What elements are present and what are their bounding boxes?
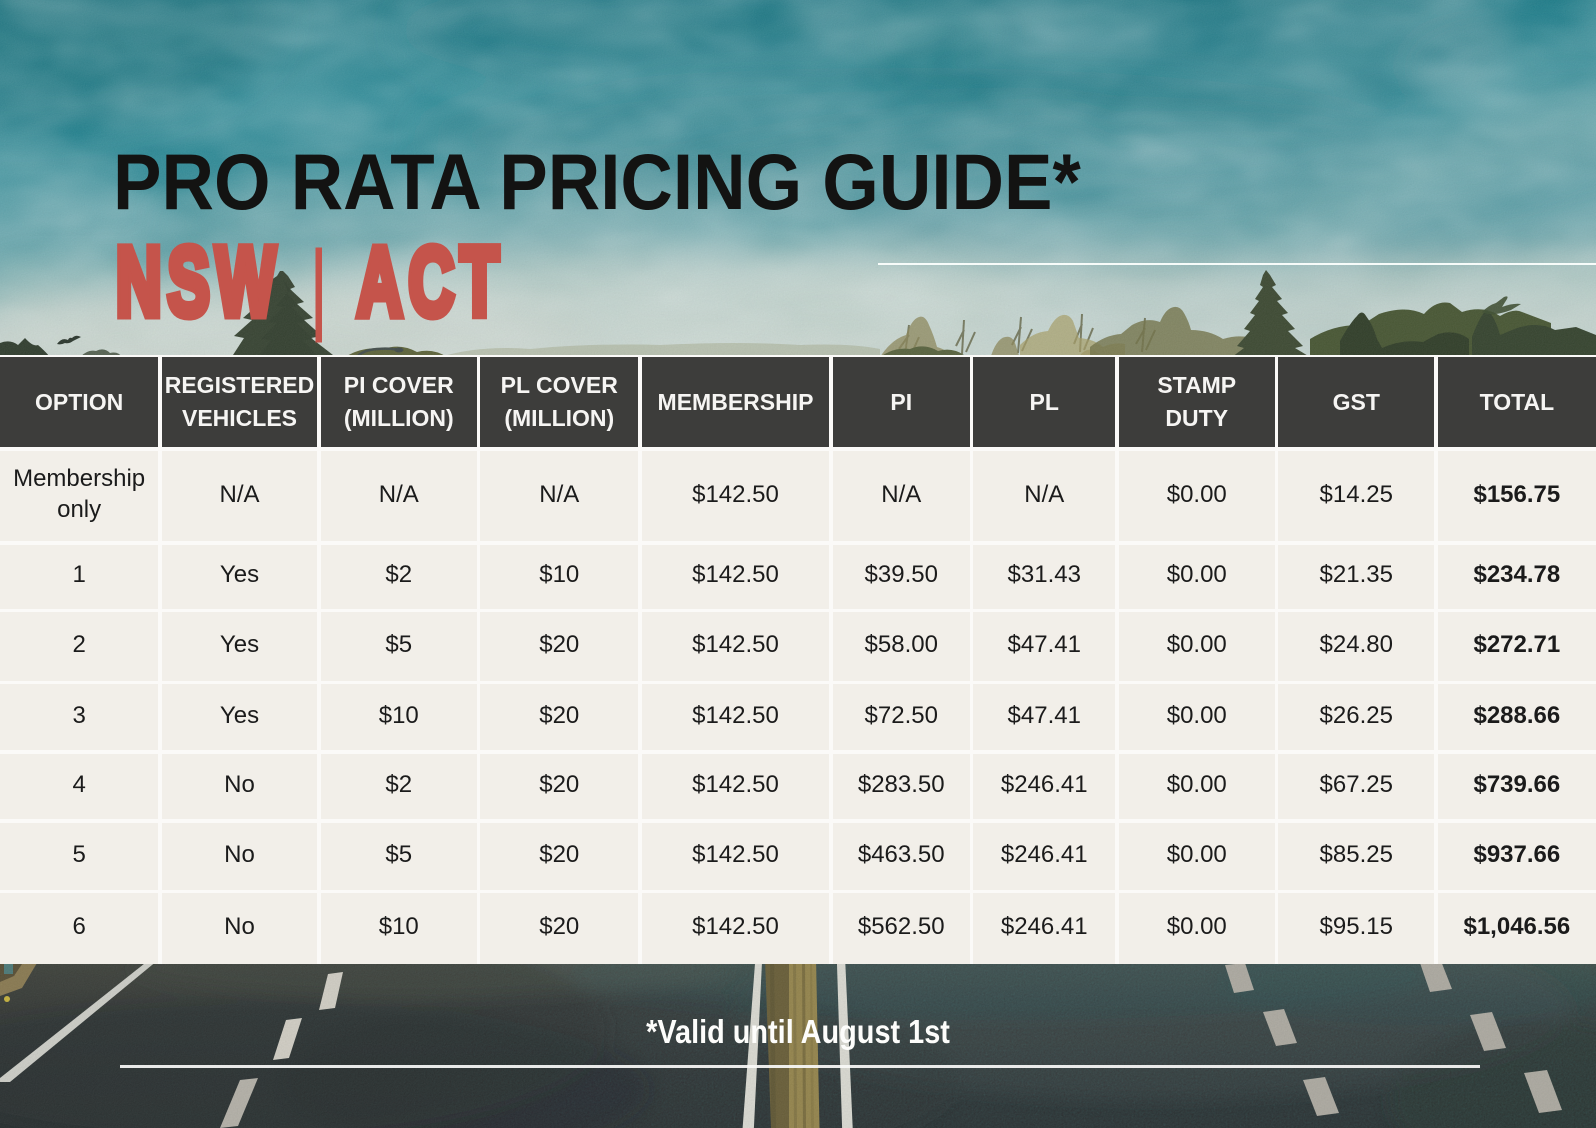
svg-text:ACT: ACT: [357, 229, 505, 337]
svg-text:NSW: NSW: [116, 229, 281, 337]
